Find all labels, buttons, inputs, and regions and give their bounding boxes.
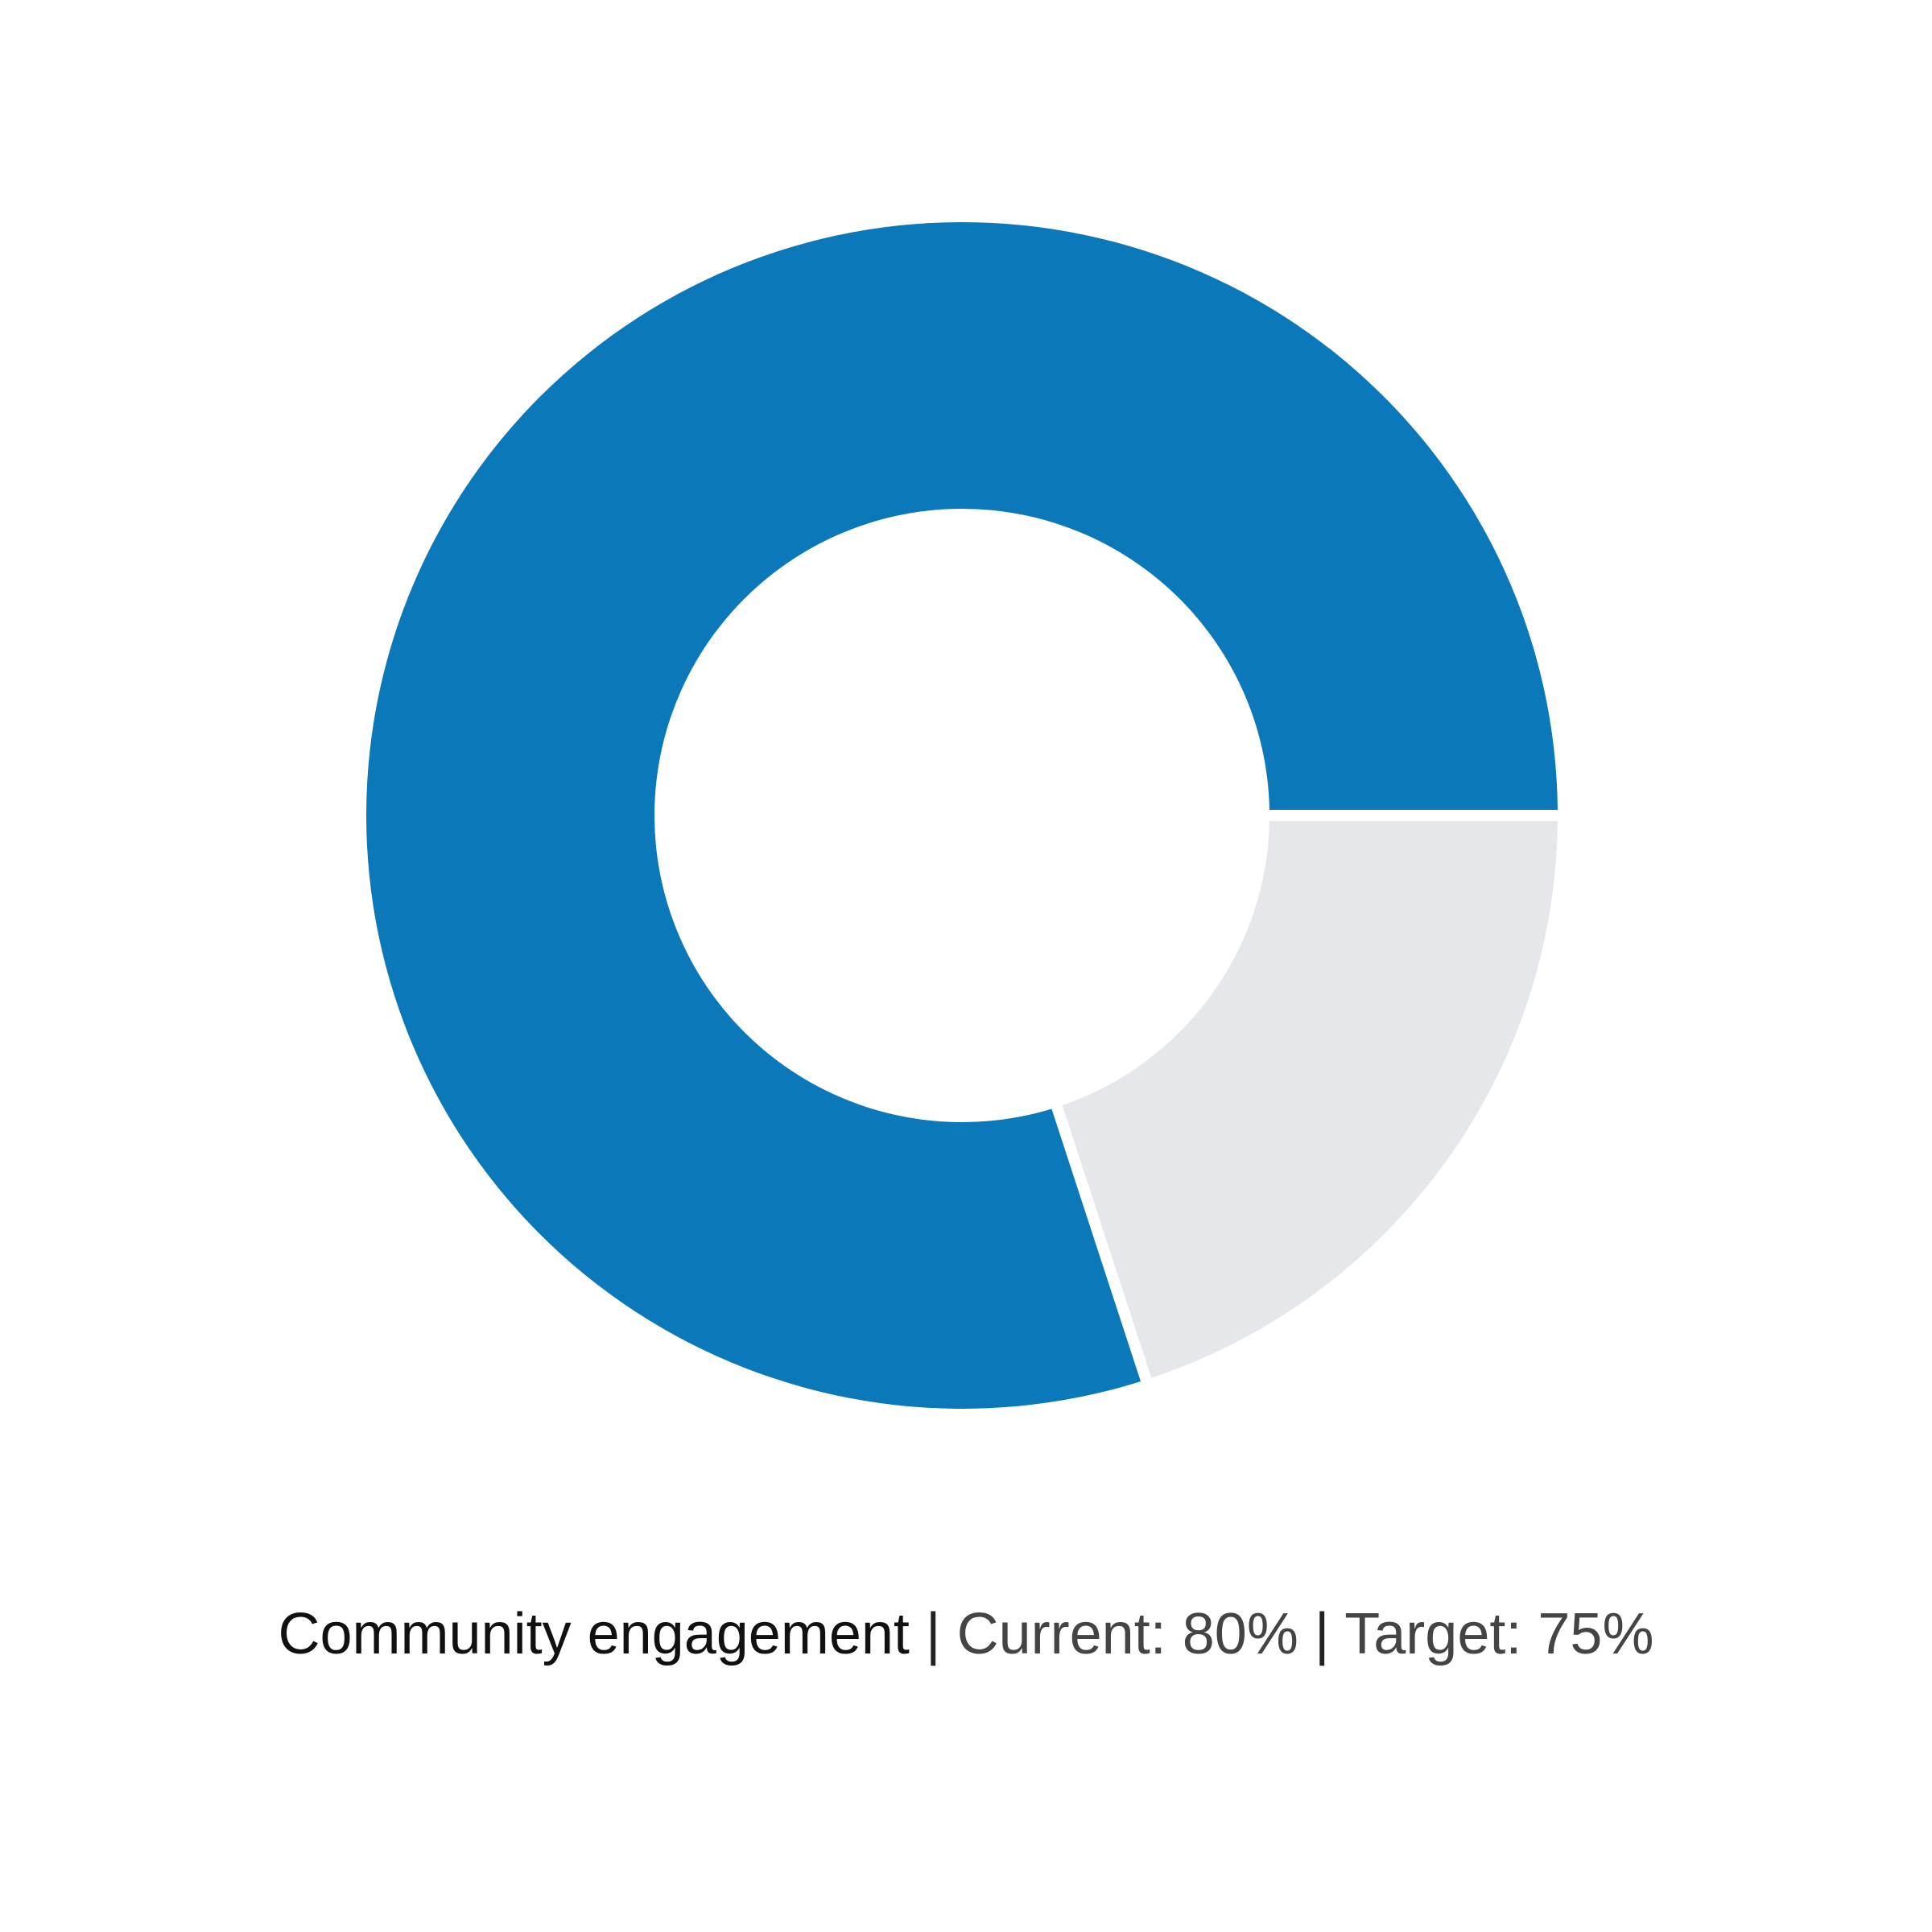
donut-slice-remaining (1062, 820, 1558, 1378)
caption-current-value: Current: 80% (956, 1602, 1298, 1666)
donut-slice-current (366, 221, 1558, 1409)
slices-layer (366, 221, 1558, 1409)
caption-metric-name: Community engagement (278, 1602, 910, 1666)
caption-target-value: Target: 75% (1344, 1602, 1654, 1666)
caption-separator: | (925, 1602, 941, 1666)
caption-separator: | (1314, 1602, 1330, 1666)
chart-caption: Community engagement | Current: 80% | Ta… (0, 1598, 1932, 1670)
